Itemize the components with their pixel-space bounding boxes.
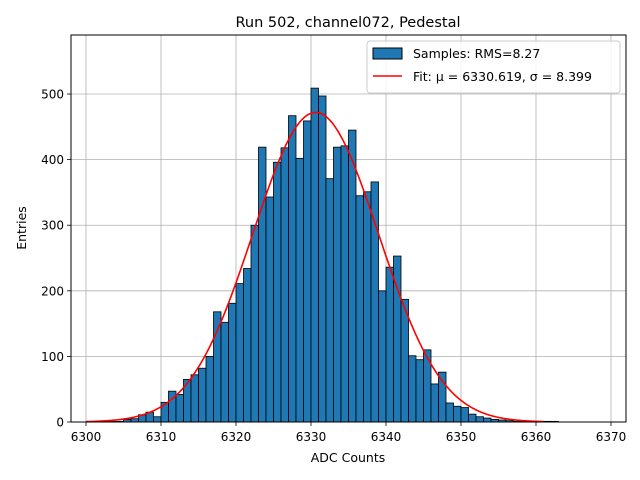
plot-frame: [70, 34, 627, 423]
histogram-bar: [355, 195, 364, 423]
y-tick-label: 500: [41, 88, 64, 102]
x-tick-label: 6310: [146, 430, 177, 444]
histogram-bars: [108, 87, 559, 423]
histogram-bar: [273, 161, 282, 423]
histogram-bar: [213, 311, 222, 423]
histogram-bar: [243, 268, 252, 423]
histogram-bar: [415, 359, 424, 423]
y-tick-label: 200: [41, 284, 64, 298]
x-tick-label: 6360: [521, 430, 552, 444]
gaussian-fit-curve: [85, 111, 544, 423]
chart-title: Run 502, channel072, Pedestal: [235, 15, 460, 31]
histogram-bar: [325, 178, 334, 423]
histogram-bar: [348, 129, 357, 423]
histogram-bar: [303, 120, 312, 423]
histogram-bar: [333, 146, 342, 423]
x-tick-label: 6350: [446, 430, 477, 444]
x-tick-label: 6370: [596, 430, 627, 444]
y-tick-label: 400: [41, 153, 64, 167]
histogram-bar: [310, 87, 319, 423]
x-tick-label: 6330: [296, 430, 327, 444]
histogram-bar: [363, 191, 372, 423]
histogram-bar: [190, 374, 199, 423]
histogram-bar: [288, 115, 297, 423]
histogram-bar: [340, 145, 349, 423]
y-tick-label: 0: [56, 416, 64, 430]
y-tick-label: 300: [41, 219, 64, 233]
x-tick-label: 6320: [221, 430, 252, 444]
histogram-bar: [250, 224, 259, 423]
histogram-bar: [475, 416, 484, 423]
histogram-bar: [483, 417, 492, 423]
histogram-bar: [318, 95, 327, 423]
histogram-bar: [228, 302, 237, 423]
legend-label-histogram: Samples: RMS=8.27: [413, 46, 540, 61]
histogram-bar: [220, 321, 229, 423]
histogram-bar: [295, 157, 304, 423]
y-axis-label: Entries: [14, 206, 29, 250]
histogram-bar: [175, 394, 184, 423]
histogram-bar: [453, 405, 462, 423]
histogram-bar: [430, 383, 439, 423]
histogram-bar: [205, 356, 214, 423]
x-tick-label: 6300: [71, 430, 102, 444]
legend-swatch-histogram: [372, 47, 403, 60]
histogram-bar: [385, 266, 394, 423]
histogram-bar: [198, 367, 207, 423]
histogram-bar: [153, 416, 162, 423]
histogram-bar: [460, 407, 469, 423]
histogram-bar: [400, 298, 409, 423]
legend-box: [366, 40, 621, 94]
histogram-bar: [445, 402, 454, 423]
legend-label-fit: Fit: μ = 6330.619, σ = 8.399: [413, 69, 592, 84]
histogram-bar: [258, 146, 267, 423]
x-tick-label: 6340: [371, 430, 402, 444]
x-axis-ticks: 6300 6310 6320 6330 6340 6350 6360 6370: [71, 422, 627, 444]
y-tick-label: 100: [41, 350, 64, 364]
legend: Samples: RMS=8.27 Fit: μ = 6330.619, σ =…: [366, 40, 621, 94]
histogram-bar: [468, 413, 477, 423]
histogram-bar: [378, 290, 387, 423]
histogram-bar: [370, 181, 379, 423]
histogram-bar: [280, 147, 289, 423]
histogram-bar: [408, 355, 417, 423]
x-axis-label: ADC Counts: [311, 450, 386, 465]
histogram-bar: [265, 196, 274, 423]
y-axis-ticks: 0 100 200 300 400 500: [41, 88, 71, 430]
histogram-bar: [235, 283, 244, 423]
